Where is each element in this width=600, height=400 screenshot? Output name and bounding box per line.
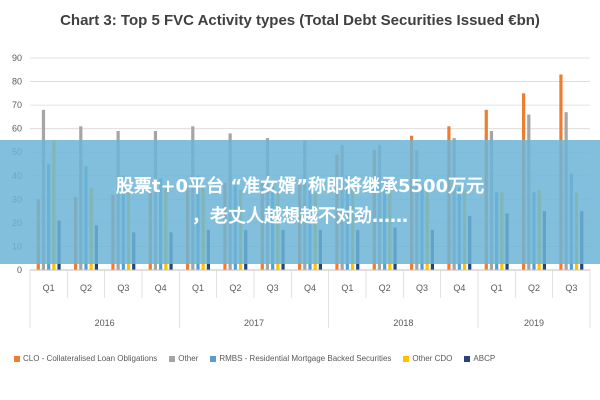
x-tick-label: Q1	[43, 283, 55, 293]
x-tick-label: Q2	[80, 283, 92, 293]
legend-swatch	[210, 355, 217, 362]
year-label: 2016	[95, 318, 115, 328]
x-tick-label: Q4	[453, 283, 465, 293]
legend-swatch	[14, 355, 20, 362]
legend-label: ABCP	[473, 354, 496, 363]
x-tick-label: Q2	[528, 283, 540, 293]
legend-item: CLO - Collateralised Loan Obligations	[14, 354, 157, 363]
legend-label: CLO - Collateralised Loan Obligations	[23, 354, 158, 363]
legend-swatch	[403, 355, 410, 362]
chart-title: Chart 3: Top 5 FVC Activity types (Total…	[60, 12, 540, 29]
x-tick-label: Q3	[267, 283, 279, 293]
legend-item: Other	[169, 354, 198, 363]
legend-item: RMBS - Residential Mortgage Backed Secur…	[210, 354, 391, 363]
legend-label: Other CDO	[412, 354, 453, 363]
x-tick-label: Q1	[341, 283, 353, 293]
legend-item: ABCP	[464, 354, 495, 363]
x-tick-label: Q1	[491, 283, 503, 293]
year-label: 2018	[393, 318, 413, 328]
x-tick-label: Q1	[192, 283, 204, 293]
x-tick-label: Q3	[117, 283, 129, 293]
x-tick-label: Q4	[155, 283, 167, 293]
legend-item: Other CDO	[403, 354, 452, 363]
x-tick-label: Q2	[229, 283, 241, 293]
x-tick-label: Q3	[565, 283, 577, 293]
y-tick-label: 70	[12, 100, 22, 110]
legend-label: Other	[178, 354, 199, 363]
x-tick-label: Q4	[304, 283, 316, 293]
x-tick-label: Q3	[416, 283, 428, 293]
y-tick-label: 60	[12, 124, 22, 134]
legend-label: RMBS - Residential Mortgage Backed Secur…	[219, 354, 392, 363]
year-label: 2017	[244, 318, 264, 328]
legend-swatch	[464, 355, 471, 362]
legend-swatch	[169, 355, 176, 362]
y-tick-label: 0	[17, 265, 22, 275]
banner-line-1: 股票t+0平台 “准女婿”称即将继承5500万元	[115, 176, 485, 197]
banner-line-2: ，老丈人越想越不对劲……	[192, 206, 408, 227]
year-label: 2019	[524, 318, 544, 328]
overlay-banner[interactable]: 股票t+0平台 “准女婿”称即将继承5500万元 ，老丈人越想越不对劲……	[0, 140, 600, 264]
y-tick-label: 80	[12, 77, 22, 87]
chart-legend: CLO - Collateralised Loan Obligations Oth…	[14, 354, 594, 363]
y-tick-label: 90	[12, 53, 22, 63]
x-tick-label: Q2	[379, 283, 391, 293]
